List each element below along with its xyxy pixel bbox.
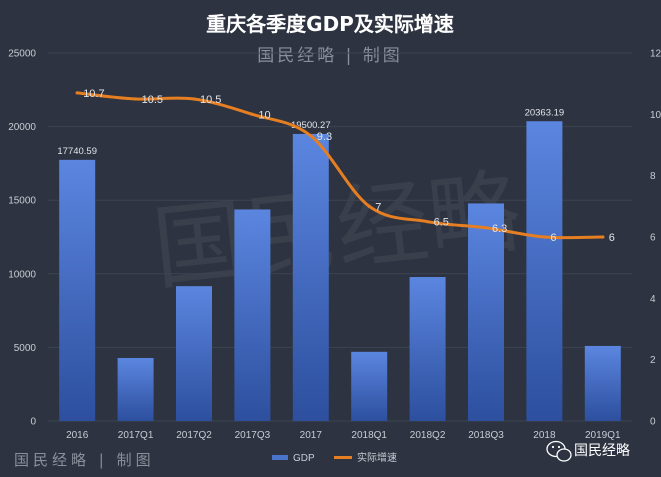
growth-line-path	[75, 91, 605, 240]
gdp-bar-value-label: 17740.59	[57, 146, 97, 157]
growth-point	[426, 220, 430, 224]
gdp-bar	[526, 121, 563, 421]
growth-line	[75, 91, 605, 240]
growth-point	[542, 235, 547, 239]
gdp-bar	[176, 286, 212, 421]
wechat-badge: 国民经略	[546, 440, 630, 462]
gdp-bar-labels: 17740.59 19500.27 20363.19	[57, 107, 564, 157]
right-axis-tick-label: 2	[650, 355, 656, 366]
growth-value-label: 6	[609, 232, 615, 244]
category-label: 2019Q1	[585, 430, 621, 441]
right-axis-tick-label: 12	[650, 49, 661, 60]
growth-value-label: 10.7	[83, 88, 104, 100]
growth-point	[134, 97, 138, 101]
category-label: 2018	[533, 430, 556, 441]
wechat-account-name: 国民经略	[574, 443, 630, 459]
growth-line-labels: 10.7 10.5 10.5 10 9.3 7 6.5 6.3 6 6	[83, 88, 615, 244]
gdp-bar	[409, 277, 446, 421]
gdp-bars	[59, 121, 621, 421]
growth-point	[250, 112, 254, 116]
category-labels: 2016 2017Q1 2017Q2 2017Q3 2017 2018Q1 2018Q2 20…	[66, 430, 621, 441]
right-axis-tick-label: 10	[650, 110, 661, 121]
growth-value-label: 10	[258, 109, 270, 121]
category-label: 2016	[66, 430, 89, 441]
right-axis-tick-label: 0	[650, 417, 656, 428]
growth-value-label: 6.3	[492, 223, 507, 235]
growth-value-label: 10.5	[142, 94, 163, 106]
legend-gdp-label: GDP	[293, 453, 315, 464]
left-axis-tick-label: 20000	[8, 122, 36, 133]
category-label: 2018Q1	[351, 430, 387, 441]
left-axis-tick-label: 0	[30, 417, 36, 428]
gdp-bar-value-label: 19500.27	[291, 120, 331, 131]
left-axis-tick-label: 10000	[8, 269, 36, 280]
growth-point	[309, 134, 313, 138]
growth-point	[75, 91, 79, 95]
right-axis-tick-label: 8	[650, 171, 656, 182]
growth-value-label: 6.5	[434, 217, 449, 229]
growth-value-label: 7	[375, 201, 381, 213]
legend: GDP 实际增速	[272, 451, 397, 464]
gdp-bar	[59, 159, 96, 421]
gdp-bar	[234, 209, 271, 421]
gdp-bar	[292, 133, 329, 421]
growth-point	[192, 97, 196, 101]
right-axis-tick-label: 6	[650, 233, 656, 244]
left-axis-ticks: 0 5000 10000 15000 20000 25000	[8, 49, 36, 428]
legend-gdp-swatch	[272, 455, 288, 460]
gdp-bar	[468, 203, 504, 421]
left-axis-tick-label: 15000	[8, 196, 36, 207]
right-axis-tick-label: 4	[650, 294, 656, 305]
brand-caption-top: 国民经略 | 制图	[257, 46, 403, 66]
chart-title: 重庆各季度GDP及实际增速	[206, 12, 454, 36]
legend-growth-label: 实际增速	[357, 451, 397, 464]
gdp-bar-value-label: 20363.19	[525, 107, 565, 118]
right-axis-ticks: 0 2 4 6 8 10 12	[650, 49, 661, 428]
gdp-bar	[117, 357, 154, 421]
wechat-icon	[546, 440, 572, 462]
gdp-bar	[584, 345, 621, 421]
growth-value-label: 9.3	[317, 131, 332, 143]
category-label: 2018Q3	[468, 430, 504, 441]
growth-value-label: 10.5	[200, 94, 221, 106]
category-label: 2017Q3	[235, 430, 271, 441]
growth-value-label: 6	[550, 232, 556, 244]
left-axis-tick-label: 25000	[8, 49, 36, 60]
category-label: 2018Q2	[410, 430, 446, 441]
category-label: 2017Q1	[118, 430, 154, 441]
category-label: 2017	[300, 430, 323, 441]
growth-point	[601, 235, 605, 239]
growth-point	[484, 226, 488, 230]
brand-caption-bottom: 国民经略 | 制图	[14, 451, 155, 469]
growth-point	[367, 204, 371, 208]
left-axis-tick-label: 5000	[14, 343, 37, 354]
gdp-bar	[351, 351, 388, 421]
category-label: 2017Q2	[176, 430, 212, 441]
